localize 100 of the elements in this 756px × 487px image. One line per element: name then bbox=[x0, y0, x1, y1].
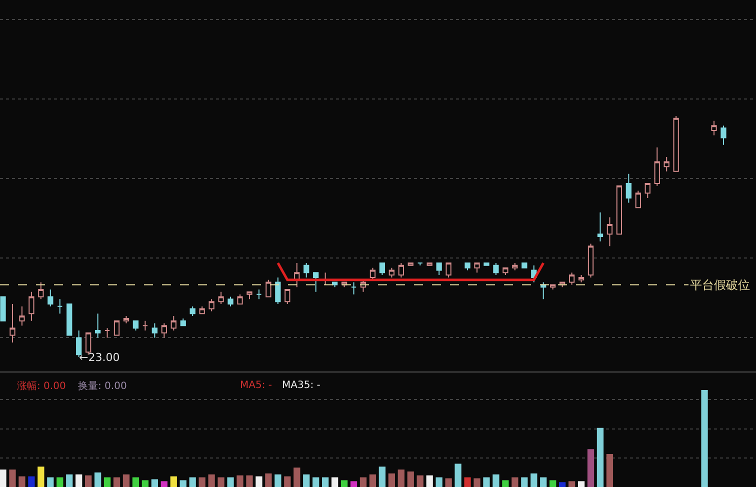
bar bbox=[9, 470, 16, 487]
candlestick bbox=[502, 267, 508, 276]
bar bbox=[492, 474, 500, 487]
bar bbox=[530, 473, 538, 487]
candlestick bbox=[237, 294, 243, 304]
candlestick bbox=[578, 274, 584, 283]
bar bbox=[151, 479, 158, 487]
candlestick bbox=[446, 262, 452, 278]
candlestick bbox=[246, 291, 252, 300]
candlestick bbox=[38, 282, 44, 300]
bar bbox=[170, 476, 177, 487]
bar bbox=[236, 475, 244, 487]
bar bbox=[76, 474, 82, 487]
candlestick bbox=[48, 289, 54, 307]
candlestick bbox=[313, 272, 319, 292]
bar bbox=[454, 464, 462, 487]
bar bbox=[521, 477, 528, 487]
bar bbox=[38, 466, 44, 487]
candlestick bbox=[94, 313, 101, 338]
candlestick bbox=[398, 262, 404, 278]
bar bbox=[0, 470, 6, 487]
bar bbox=[416, 475, 424, 487]
candlestick bbox=[512, 262, 518, 271]
candlestick bbox=[522, 262, 528, 268]
bar bbox=[294, 468, 300, 487]
bar bbox=[512, 477, 518, 487]
candlestick bbox=[152, 322, 158, 338]
candlestick bbox=[635, 190, 641, 208]
bar bbox=[483, 477, 490, 487]
ref-line-label: 平台假破位 bbox=[690, 278, 750, 292]
bar bbox=[66, 474, 73, 487]
candlestick bbox=[379, 262, 386, 276]
bar bbox=[28, 476, 35, 487]
candlestick bbox=[426, 262, 432, 266]
bar bbox=[587, 449, 594, 487]
bar bbox=[303, 474, 310, 487]
bar bbox=[378, 466, 386, 487]
candlestick bbox=[720, 125, 726, 146]
candlestick bbox=[417, 262, 423, 266]
bar bbox=[426, 475, 433, 487]
candlestick bbox=[256, 289, 262, 300]
candlestick bbox=[199, 306, 205, 314]
candlestick bbox=[218, 291, 224, 304]
candlestick bbox=[104, 328, 110, 338]
bar bbox=[142, 480, 149, 487]
bar bbox=[47, 477, 54, 487]
candlestick bbox=[388, 267, 394, 278]
candlestick bbox=[654, 146, 660, 186]
bar bbox=[388, 473, 395, 487]
bar bbox=[568, 481, 576, 487]
bar bbox=[208, 474, 215, 487]
bar bbox=[559, 482, 566, 487]
annotation: MA5: - bbox=[240, 380, 272, 391]
bar bbox=[284, 476, 291, 487]
candlestick bbox=[616, 185, 622, 235]
bar bbox=[502, 480, 509, 487]
candlestick bbox=[550, 284, 556, 290]
candlestick bbox=[28, 291, 34, 322]
bar bbox=[312, 477, 320, 487]
bar bbox=[85, 475, 92, 487]
bar bbox=[398, 470, 404, 487]
bar bbox=[160, 481, 168, 487]
bar bbox=[550, 480, 556, 487]
bar bbox=[350, 481, 358, 487]
candlestick bbox=[350, 282, 357, 295]
candlestick bbox=[711, 120, 717, 136]
bar bbox=[322, 477, 329, 487]
candlestick bbox=[0, 296, 6, 322]
candlestick bbox=[275, 276, 281, 304]
bar bbox=[596, 428, 604, 487]
bar bbox=[122, 474, 130, 487]
bar bbox=[189, 477, 196, 487]
bar bbox=[578, 481, 585, 487]
candlestick bbox=[114, 320, 120, 336]
candlestick bbox=[266, 279, 272, 298]
bar bbox=[132, 477, 140, 487]
bar bbox=[256, 476, 262, 487]
candlestick bbox=[180, 318, 186, 326]
candlestick bbox=[142, 320, 148, 331]
candlestick bbox=[190, 306, 196, 317]
candlestick bbox=[19, 306, 25, 326]
candlestick bbox=[304, 262, 310, 278]
candlestick bbox=[588, 243, 594, 278]
candlestick bbox=[568, 272, 575, 286]
candlestick bbox=[284, 289, 290, 304]
candlestick bbox=[208, 298, 214, 312]
candlestick bbox=[170, 316, 176, 331]
candlestick bbox=[464, 262, 470, 271]
candlestick bbox=[484, 262, 490, 266]
candlestick bbox=[228, 296, 234, 307]
bar bbox=[407, 471, 414, 487]
candlestick bbox=[540, 282, 546, 300]
bar bbox=[540, 477, 547, 487]
annotation: ←23.00 bbox=[79, 351, 120, 364]
bar bbox=[274, 474, 282, 487]
bar bbox=[94, 472, 102, 487]
candlestick bbox=[57, 298, 63, 314]
candlestick bbox=[132, 320, 139, 331]
annotation: MA35: - bbox=[282, 380, 321, 391]
candlestick bbox=[673, 116, 679, 172]
